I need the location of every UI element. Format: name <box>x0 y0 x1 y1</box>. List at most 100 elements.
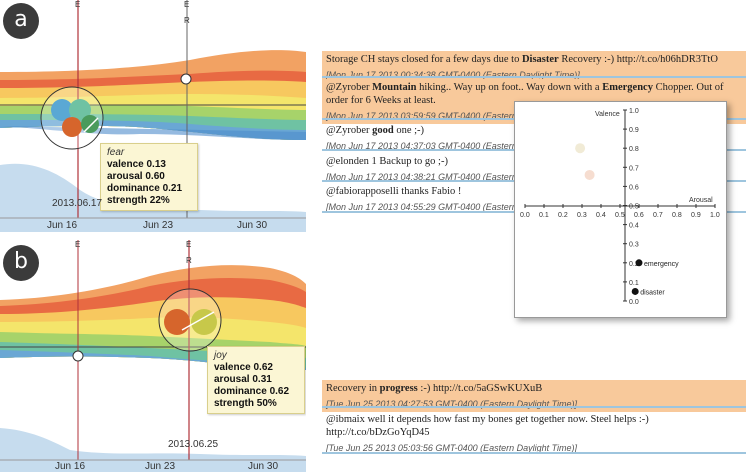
tooltip-key: strength <box>214 398 254 409</box>
y-tick-label: 0.1 <box>629 280 639 287</box>
marker-e-label: E <box>184 0 190 9</box>
date-label: 2013.06.25 <box>168 439 219 450</box>
tooltip-value: 0.62 <box>253 362 273 373</box>
y-tick-label: 0.0 <box>629 299 639 306</box>
marker-e-label: E <box>186 240 192 249</box>
tweet-keyword: Disaster <box>521 54 559 65</box>
panel-b-badge: b <box>3 245 39 281</box>
y-tick-label: 1.0 <box>629 108 639 115</box>
tweet-item[interactable]: @fabiorapposelli thanks Fabio ! [Mon Jun… <box>322 183 746 215</box>
x-tick-label: Jun 23 <box>145 461 176 472</box>
y-tick-label: 0.3 <box>629 242 639 249</box>
x-tick-label: 0.8 <box>672 212 682 219</box>
data-point <box>631 287 639 295</box>
x-axis-label: Arousal <box>689 197 713 204</box>
tweet-text: Storage CH stays closed for a few days d… <box>326 54 522 65</box>
marker-e-label: E <box>75 240 81 249</box>
data-point <box>635 259 643 267</box>
tweet-text: @ibmaix well it depends how fast my bone… <box>326 414 649 438</box>
x-tick-label: 0.2 <box>558 212 568 219</box>
x-tick-label: Jun 30 <box>248 461 279 472</box>
tweet-text: @fabiorapposelli thanks Fabio ! <box>326 186 462 197</box>
tweet-text: :-) http://t.co/5aGSwKUXuB <box>417 383 543 394</box>
tweet-keyword: Mountain <box>372 82 417 93</box>
tweet-item[interactable]: @ibmaix well it depends how fast my bone… <box>322 411 746 456</box>
tweet-text: @Zyrober <box>326 125 373 136</box>
tooltip-key: strength <box>107 195 147 206</box>
tweet-text: Chopper. Out of order for 6 Weeks at lea… <box>326 82 724 106</box>
y-tick-label: 0.8 <box>629 146 639 153</box>
x-tick-label: Jun 23 <box>143 220 174 231</box>
marker-r-label: R <box>186 256 192 265</box>
x-tick-label: 0.0 <box>520 212 530 219</box>
tweet-item[interactable]: @Zyrober good one ;-) [Mon Jun 17 2013 0… <box>322 122 746 154</box>
tooltip-value: 0.31 <box>252 374 272 385</box>
tweet-timestamp: [Tue Jun 25 2013 05:03:56 GMT-0400 (East… <box>326 443 578 453</box>
tweet-separator <box>322 76 746 78</box>
x-tick-label: 0.9 <box>691 212 701 219</box>
point-label: disaster <box>640 289 665 296</box>
tweet-timestamp: [Mon Jun 17 2013 04:38:21 GMT-0400 (East… <box>326 172 517 182</box>
tweet-separator <box>322 406 746 408</box>
emotion-tooltip: fear valence 0.13 arousal 0.60 dominance… <box>100 143 198 211</box>
tooltip-key: arousal <box>214 374 250 385</box>
tweet-timestamp: [Mon Jun 17 2013 04:55:29 GMT-0400 (East… <box>326 202 517 212</box>
y-tick-label: 0.6 <box>629 184 639 191</box>
x-tick-label: 0.4 <box>596 212 606 219</box>
tweet-text: hiking.. Way up on foot.. Way down with … <box>416 82 603 93</box>
x-tick-label: Jun 30 <box>237 220 268 231</box>
y-tick-label: 0.9 <box>629 127 639 134</box>
tooltip-value: 0.21 <box>162 183 183 194</box>
tweet-text: @Zyrober <box>326 82 373 93</box>
tooltip-key: dominance <box>214 386 267 397</box>
tooltip-key: arousal <box>107 171 143 182</box>
x-tick-label: 0.1 <box>539 212 549 219</box>
y-tick-label: 0.2 <box>629 261 639 268</box>
tooltip-value: 0.13 <box>146 159 166 170</box>
marker-r-label: R <box>184 16 190 25</box>
y-tick-label: 0.7 <box>629 165 639 172</box>
x-tick-label: Jun 16 <box>47 220 78 231</box>
tweet-keyword: Emergency <box>602 82 653 93</box>
tweet-timestamp: [Mon Jun 17 2013 04:37:03 GMT-0400 (East… <box>326 141 517 151</box>
tweet-keyword: progress <box>379 383 418 394</box>
tweet-text: one ;-) <box>393 125 425 136</box>
tooltip-value: 22% <box>149 195 170 206</box>
tooltip-emotion: fear <box>107 147 125 158</box>
y-tick-label: 0.5 <box>629 204 639 211</box>
tweet-text: @elonden 1 Backup to go ;-) <box>326 156 448 167</box>
valence-arousal-popup[interactable]: 1.0 0.9 0.8 0.7 0.6 0.5 0.4 0.3 0.2 0.1 0.0 0.0 0.1 0… <box>514 101 727 318</box>
panel-b: b E E R joy valence 0.62 arousal 0.31 do… <box>0 240 306 472</box>
tweet-text: Recovery in <box>326 383 380 394</box>
panel-a-badge: a <box>3 3 39 39</box>
date-label: 2013.06.17 <box>52 198 103 209</box>
tooltip-value: 0.62 <box>269 386 290 397</box>
streamgraph-a[interactable] <box>0 0 306 232</box>
tweet-item[interactable]: @elonden 1 Backup to go ;-) [Mon Jun 17 … <box>322 153 746 185</box>
y-tick-label: 0.4 <box>629 223 639 230</box>
x-tick-label: 0.7 <box>653 212 663 219</box>
tooltip-key: valence <box>107 159 144 170</box>
data-point <box>584 169 595 180</box>
tooltip-key: dominance <box>107 183 160 194</box>
panel-a: a E E R fear valence 0.13 arousal 0.60 d… <box>0 0 306 232</box>
marker-e-label: E <box>75 0 81 9</box>
data-point <box>575 143 586 154</box>
point-label: emergency <box>644 261 679 268</box>
tweet-separator <box>322 452 746 454</box>
tooltip-value: 50% <box>256 398 277 409</box>
tweet-text: Recovery :-) http://t.co/h06hDR3TtO <box>558 54 718 65</box>
tweet-timestamp: [Tue Jun 25 2013 04:27:53 GMT-0400 (East… <box>322 397 746 412</box>
x-tick-label: 0.5 <box>615 212 625 219</box>
tooltip-emotion: joy <box>214 350 227 361</box>
emotion-tooltip: joy valence 0.62 arousal 0.31 dominance … <box>207 346 305 414</box>
x-tick-label: 1.0 <box>710 212 720 219</box>
tweet-keyword: good <box>372 125 394 136</box>
valence-arousal-plot: 1.00.90.80.70.60.50.40.30.20.10.00.0 0.1 0… <box>520 108 720 306</box>
x-tick-label: 0.3 <box>577 212 587 219</box>
y-axis-label: Valence <box>595 111 620 118</box>
x-tick-label: Jun 16 <box>55 461 86 472</box>
tooltip-key: valence <box>214 362 251 373</box>
x-tick-label: 0.6 <box>634 212 644 219</box>
tooltip-value: 0.60 <box>145 171 165 182</box>
